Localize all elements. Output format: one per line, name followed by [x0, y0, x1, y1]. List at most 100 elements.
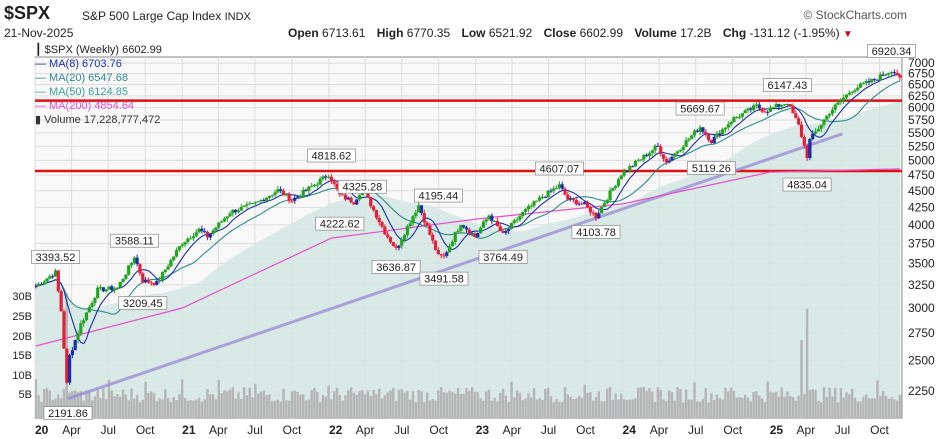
volume-bar — [462, 393, 465, 418]
price-bar — [262, 200, 266, 202]
price-bar — [698, 127, 702, 132]
volume-bar — [372, 389, 375, 418]
volume-bar — [639, 387, 643, 418]
x-tick-label: 24 — [623, 423, 637, 437]
price-bar — [366, 191, 370, 198]
price-bar — [104, 289, 108, 292]
price-bar — [352, 202, 356, 205]
price-bar — [234, 209, 238, 213]
volume-bar — [656, 387, 660, 418]
x-tick-label: Oct — [136, 423, 155, 437]
price-bar — [878, 74, 882, 81]
volume-bar — [158, 398, 161, 418]
volume-bar — [504, 395, 508, 418]
open-value: 6713.61 — [322, 26, 366, 40]
price-bar — [141, 273, 145, 283]
price-bar — [391, 242, 395, 247]
volume-bar — [203, 399, 206, 418]
price-bar — [856, 87, 860, 91]
volume-bar — [332, 391, 336, 418]
price-bar — [768, 107, 773, 112]
price-bar — [388, 237, 393, 243]
price-bar — [574, 199, 578, 205]
annotation-box — [762, 78, 812, 93]
volume-bar — [856, 401, 859, 418]
x-tick-label: 25 — [770, 423, 784, 437]
price-bar — [580, 203, 584, 205]
price-bar — [833, 104, 837, 110]
volume-bar — [777, 396, 781, 418]
price-bar — [96, 287, 100, 298]
price-bar — [462, 225, 466, 228]
price-bar — [253, 202, 257, 204]
volume-bar — [496, 401, 499, 418]
price-bar — [214, 227, 218, 231]
price-bar — [113, 288, 117, 291]
volume-bar — [518, 393, 522, 418]
volume-bar — [397, 389, 401, 418]
price-bar — [349, 197, 353, 203]
price-bar — [355, 199, 359, 205]
price-bar — [284, 193, 288, 196]
price-bar — [557, 184, 561, 189]
price-annotations: 3393.52 2191.86 3588.11 3209.45 4818.62 4222.… — [31, 44, 916, 420]
price-bar — [791, 105, 795, 114]
price-bars — [35, 69, 902, 385]
volume-bar — [510, 381, 513, 418]
x-tick-label: 22 — [329, 423, 343, 437]
volume-bar — [127, 400, 130, 418]
volume-bar — [603, 401, 606, 418]
price-bar — [400, 239, 404, 246]
x-tick-label: Oct — [723, 423, 742, 437]
price-bar — [267, 196, 272, 198]
y-tick-label: 6500 — [908, 78, 935, 92]
volume-bar — [842, 397, 845, 418]
volume-bar — [248, 387, 251, 418]
volume-bar — [302, 394, 305, 418]
volume-bar — [732, 391, 736, 418]
price-bar — [625, 170, 629, 172]
volume-bar — [403, 392, 406, 418]
price-bar — [608, 190, 612, 201]
price-bar — [186, 238, 190, 242]
overlay-lines — [35, 73, 902, 401]
volume-bar — [394, 401, 398, 418]
price-bar — [777, 104, 781, 107]
price-bar — [709, 140, 713, 144]
price-bar — [115, 287, 120, 289]
volume-bar — [867, 398, 871, 418]
chg-value: -131.12 (-1.95%) — [749, 26, 840, 40]
price-bar — [476, 232, 480, 237]
price-bar — [766, 111, 770, 113]
volume-bar — [682, 402, 685, 418]
price-bar — [836, 102, 840, 105]
index-name-text: S&P 500 Large Cap Index — [82, 9, 222, 23]
price-bar — [605, 200, 609, 204]
price-bar — [732, 117, 736, 123]
volume-bar — [721, 399, 724, 418]
price-bar — [79, 323, 83, 334]
price-bar — [507, 228, 511, 231]
volume-bar — [335, 387, 339, 418]
price-bar — [735, 116, 739, 118]
volume-bar — [473, 391, 477, 418]
price-bar — [425, 222, 429, 226]
volume-bar — [811, 388, 814, 418]
price-bar — [667, 160, 671, 163]
volume-bar — [569, 396, 572, 418]
volume-bar — [620, 393, 623, 418]
price-bar — [101, 287, 105, 292]
volume-bar — [749, 401, 752, 418]
annotation-box — [413, 188, 463, 203]
volume-bar — [211, 394, 215, 418]
volume-bar — [572, 399, 575, 418]
price-bar — [828, 113, 832, 116]
price-bar — [428, 225, 432, 235]
y-tick-label: 4750 — [908, 168, 935, 182]
volume-bar — [445, 392, 448, 418]
volume-bar — [307, 399, 311, 418]
volume-bar — [608, 387, 612, 418]
price-bar — [394, 246, 398, 248]
volume-bar — [884, 395, 888, 418]
price-bar — [656, 145, 660, 147]
